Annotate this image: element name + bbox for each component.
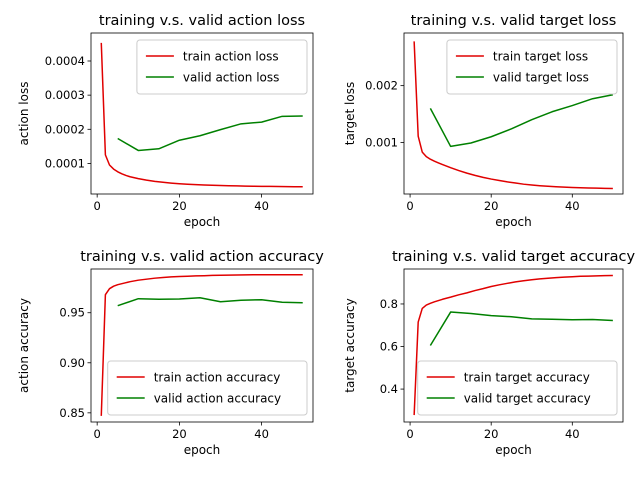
- series-line-train: [100, 273, 303, 416]
- chart-title: training v.s. valid action loss: [99, 13, 305, 29]
- legend-box: [417, 360, 618, 416]
- legend-label: valid action loss: [183, 71, 280, 85]
- x-axis-label: epoch: [184, 215, 221, 229]
- subplot-3: training v.s. valid action accuracy 0 20 40…: [17, 249, 324, 457]
- y-tick-label: 0.8: [380, 297, 398, 311]
- subplot-2: training v.s. valid target loss 0 20 40 0.00…: [343, 13, 624, 229]
- series-line-valid: [429, 311, 613, 346]
- y-axis-label: action accuracy: [17, 298, 31, 393]
- y-tick-label: 0.90: [59, 356, 85, 370]
- series-line-valid: [429, 94, 614, 148]
- x-tick-label: 0: [406, 199, 413, 213]
- y-tick-label: 0.001: [365, 135, 398, 149]
- legend-label: train action loss: [183, 50, 279, 64]
- legend-box: [136, 39, 308, 95]
- y-axis-label: target loss: [343, 82, 357, 145]
- y-tick-label: 0.0004: [45, 54, 85, 68]
- y-axis-label: action loss: [17, 82, 31, 146]
- chart-title: training v.s. valid target loss: [411, 13, 617, 29]
- subplot-4: training v.s. valid target accuracy 0 20 40…: [343, 249, 635, 457]
- x-axis-label: epoch: [184, 443, 221, 457]
- x-tick-label: 0: [406, 427, 413, 441]
- x-tick-label: 20: [484, 427, 499, 441]
- legend: train target loss valid target loss: [446, 39, 618, 95]
- legend: train action accuracy valid action accura…: [107, 360, 308, 416]
- legend-label: train target loss: [493, 50, 588, 64]
- y-axis-label: target accuracy: [343, 298, 357, 392]
- x-tick-label: 20: [172, 427, 187, 441]
- series-line-train: [413, 41, 613, 190]
- x-axis-label: epoch: [495, 215, 532, 229]
- y-tick-label: 0.6: [380, 340, 398, 354]
- x-tick-label: 40: [565, 427, 580, 441]
- chart-title: training v.s. valid target accuracy: [392, 249, 635, 265]
- series-line-valid: [117, 296, 303, 307]
- y-tick-label: 0.002: [365, 79, 398, 93]
- series-line-train: [100, 42, 303, 188]
- y-tick-label: 0.0002: [45, 122, 85, 136]
- x-tick-label: 0: [94, 199, 101, 213]
- y-tick-label: 0.4: [380, 382, 398, 396]
- axes-frame: [403, 32, 624, 195]
- x-tick-label: 40: [254, 427, 269, 441]
- x-tick-label: 20: [172, 199, 187, 213]
- legend-label: valid target loss: [493, 71, 589, 85]
- x-tick-label: 40: [254, 199, 269, 213]
- legend-label: train target accuracy: [464, 371, 590, 385]
- legend-label: train action accuracy: [154, 371, 281, 385]
- legend-label: valid target accuracy: [464, 392, 591, 406]
- x-tick-label: 40: [565, 199, 580, 213]
- chart-title: training v.s. valid action accuracy: [80, 249, 324, 265]
- y-tick-label: 0.85: [59, 406, 85, 420]
- y-tick-label: 0.0003: [45, 88, 85, 102]
- y-tick-label: 0.95: [59, 306, 85, 320]
- y-tick-label: 0.0001: [45, 156, 85, 170]
- series-line-valid: [117, 115, 303, 152]
- legend-box: [446, 39, 618, 95]
- legend-label: valid action accuracy: [154, 392, 281, 406]
- axes-frame: [90, 268, 314, 423]
- x-axis-label: epoch: [495, 443, 532, 457]
- series-line-train: [413, 274, 613, 416]
- x-tick-label: 0: [94, 427, 101, 441]
- legend-box: [107, 360, 308, 416]
- x-tick-label: 20: [484, 199, 499, 213]
- axes-frame: [90, 32, 314, 195]
- legend: train action loss valid action loss: [136, 39, 308, 95]
- subplot-1: training v.s. valid action loss 0 20 40 0.00…: [17, 13, 314, 229]
- legend: train target accuracy valid target accura…: [417, 360, 618, 416]
- axes-frame: [403, 268, 624, 423]
